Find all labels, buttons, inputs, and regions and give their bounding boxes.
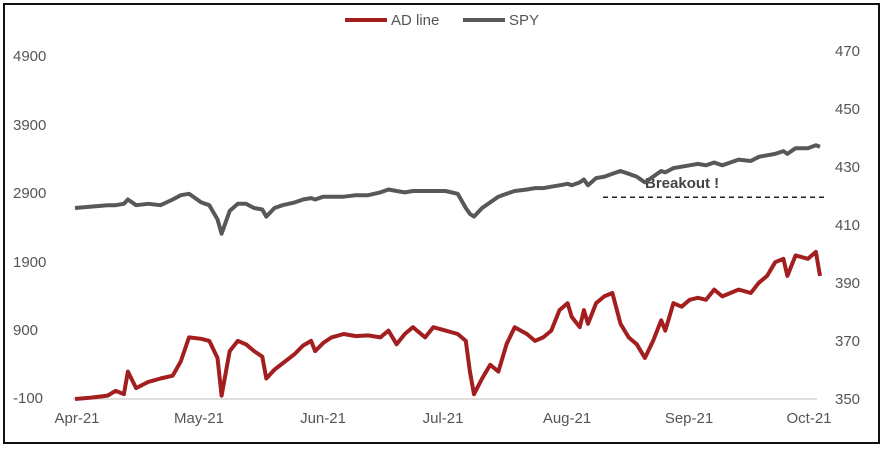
right-tick-label: 350 [835,391,860,408]
legend-label-spy: SPY [509,12,539,29]
right-tick-label: 410 [835,217,860,234]
x-axis: Apr-21 May-21 Jun-21 Jul-21 Aug-21 Sep-2… [54,410,831,427]
right-tick-label: 450 [835,101,860,118]
x-tick-label: May-21 [174,410,224,427]
legend-label-ad-line: AD line [391,12,439,29]
right-tick-label: 390 [835,275,860,292]
x-tick-label: Jun-21 [300,410,346,427]
x-tick-label: Sep-21 [665,410,713,427]
line-chart: AD line SPY 4900 3900 2900 1900 900 -100… [13,12,860,427]
breakout-label: Breakout ! [645,175,719,192]
x-tick-label: Apr-21 [54,410,99,427]
left-tick-label: 4900 [13,48,46,65]
chart-frame: AD line SPY 4900 3900 2900 1900 900 -100… [3,3,880,444]
x-tick-label: Oct-21 [786,410,831,427]
left-tick-label: 3900 [13,117,46,134]
left-axis: 4900 3900 2900 1900 900 -100 [13,48,46,407]
right-tick-label: 430 [835,159,860,176]
series-layer [74,143,822,401]
x-tick-label: Jul-21 [423,410,464,427]
x-tick-label: Aug-21 [543,410,591,427]
left-tick-label: 1900 [13,254,46,271]
breakout-annotation: Breakout ! [603,175,827,198]
left-tick-label: 900 [13,322,38,339]
legend: AD line SPY [345,12,539,29]
left-tick-label: -100 [13,390,43,407]
right-axis: 470 450 430 410 390 370 350 [835,43,860,408]
left-tick-label: 2900 [13,185,46,202]
right-tick-label: 370 [835,333,860,350]
right-tick-label: 470 [835,43,860,60]
series-line-spy [74,143,821,236]
series-line-ad-line [74,249,822,401]
